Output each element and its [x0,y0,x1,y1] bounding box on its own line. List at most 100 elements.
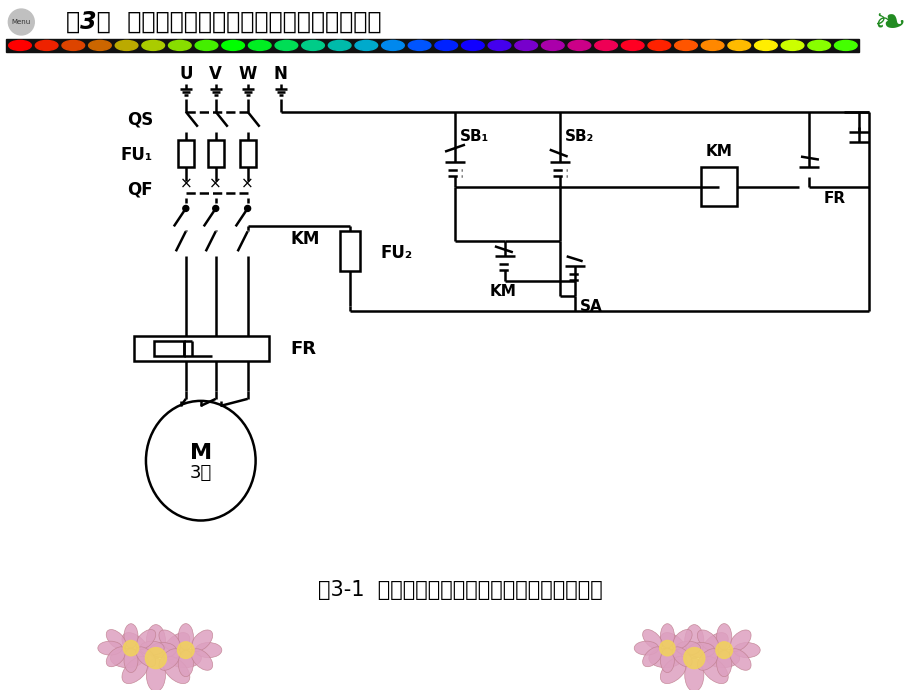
Ellipse shape [732,642,759,658]
Ellipse shape [515,41,537,50]
Bar [208,139,223,166]
Bar [340,231,360,271]
Text: ×: × [241,176,254,191]
Text: M: M [189,443,211,463]
Ellipse shape [660,633,686,660]
Ellipse shape [716,650,731,677]
Ellipse shape [248,41,271,50]
Ellipse shape [780,41,803,50]
Ellipse shape [355,41,377,50]
Ellipse shape [97,641,122,655]
Circle shape [123,640,139,656]
Text: N: N [273,65,287,83]
Ellipse shape [642,629,662,649]
Ellipse shape [674,41,697,50]
Ellipse shape [408,41,430,50]
Ellipse shape [178,650,193,677]
Ellipse shape [754,41,777,50]
Text: KM: KM [290,230,320,248]
Ellipse shape [684,658,703,690]
Ellipse shape [140,641,164,655]
Ellipse shape [684,624,703,658]
Ellipse shape [660,656,686,684]
Text: ×: × [210,176,221,191]
Circle shape [8,9,34,35]
Text: 3～: 3～ [189,464,211,482]
Ellipse shape [541,41,563,50]
Ellipse shape [620,41,643,50]
Ellipse shape [706,649,739,668]
Ellipse shape [195,642,221,658]
Ellipse shape [146,624,165,658]
Bar [153,341,184,356]
Bar [6,39,857,52]
Ellipse shape [167,649,201,668]
Ellipse shape [675,641,699,655]
Ellipse shape [142,41,165,50]
Ellipse shape [672,629,691,649]
Ellipse shape [191,649,212,670]
Circle shape [145,648,166,669]
Bar [177,139,194,166]
Text: W: W [238,65,256,83]
Ellipse shape [168,41,191,50]
Ellipse shape [435,41,457,50]
Ellipse shape [146,658,165,690]
Text: V: V [209,65,221,83]
Ellipse shape [647,41,670,50]
Ellipse shape [8,41,31,50]
Ellipse shape [727,41,750,50]
Ellipse shape [642,647,662,667]
Ellipse shape [159,649,180,670]
Ellipse shape [461,41,483,50]
Ellipse shape [488,41,510,50]
Ellipse shape [124,648,138,673]
Circle shape [683,648,704,669]
Ellipse shape [807,41,830,50]
Text: ❧: ❧ [873,5,906,43]
Ellipse shape [594,41,617,50]
Ellipse shape [648,649,682,668]
Ellipse shape [328,41,351,50]
Ellipse shape [150,642,176,658]
Text: QS: QS [127,110,153,129]
Ellipse shape [660,648,674,673]
Ellipse shape [191,630,212,651]
Ellipse shape [672,647,691,667]
Ellipse shape [700,41,723,50]
Bar [700,166,736,206]
Ellipse shape [88,41,111,50]
Circle shape [177,642,194,658]
Ellipse shape [716,624,731,650]
Ellipse shape [35,41,58,50]
Ellipse shape [729,649,750,670]
Ellipse shape [687,642,714,658]
Circle shape [183,206,188,211]
Text: 图3-1  三相异步电动机全压启动及点动控制线路: 图3-1 三相异步电动机全压启动及点动控制线路 [317,580,602,600]
Ellipse shape [381,41,403,50]
Text: SB₂: SB₂ [564,129,594,144]
Ellipse shape [697,630,718,651]
Text: FU₁: FU₁ [120,146,153,164]
Text: FU₂: FU₂ [380,244,412,262]
Ellipse shape [110,649,143,668]
Ellipse shape [62,41,85,50]
Ellipse shape [124,624,138,648]
Circle shape [244,206,250,211]
Text: KM: KM [705,144,732,159]
Ellipse shape [697,649,718,670]
Text: ×: × [179,176,192,191]
Ellipse shape [834,41,857,50]
Ellipse shape [178,624,193,650]
Ellipse shape [122,633,149,660]
Text: SB₁: SB₁ [460,129,489,144]
Text: FR: FR [290,340,316,358]
Ellipse shape [700,633,728,660]
Ellipse shape [729,630,750,651]
Ellipse shape [106,629,126,649]
Ellipse shape [660,624,674,648]
Bar [239,139,255,166]
Ellipse shape [301,41,324,50]
Text: FR: FR [823,191,845,206]
Ellipse shape [146,401,255,520]
